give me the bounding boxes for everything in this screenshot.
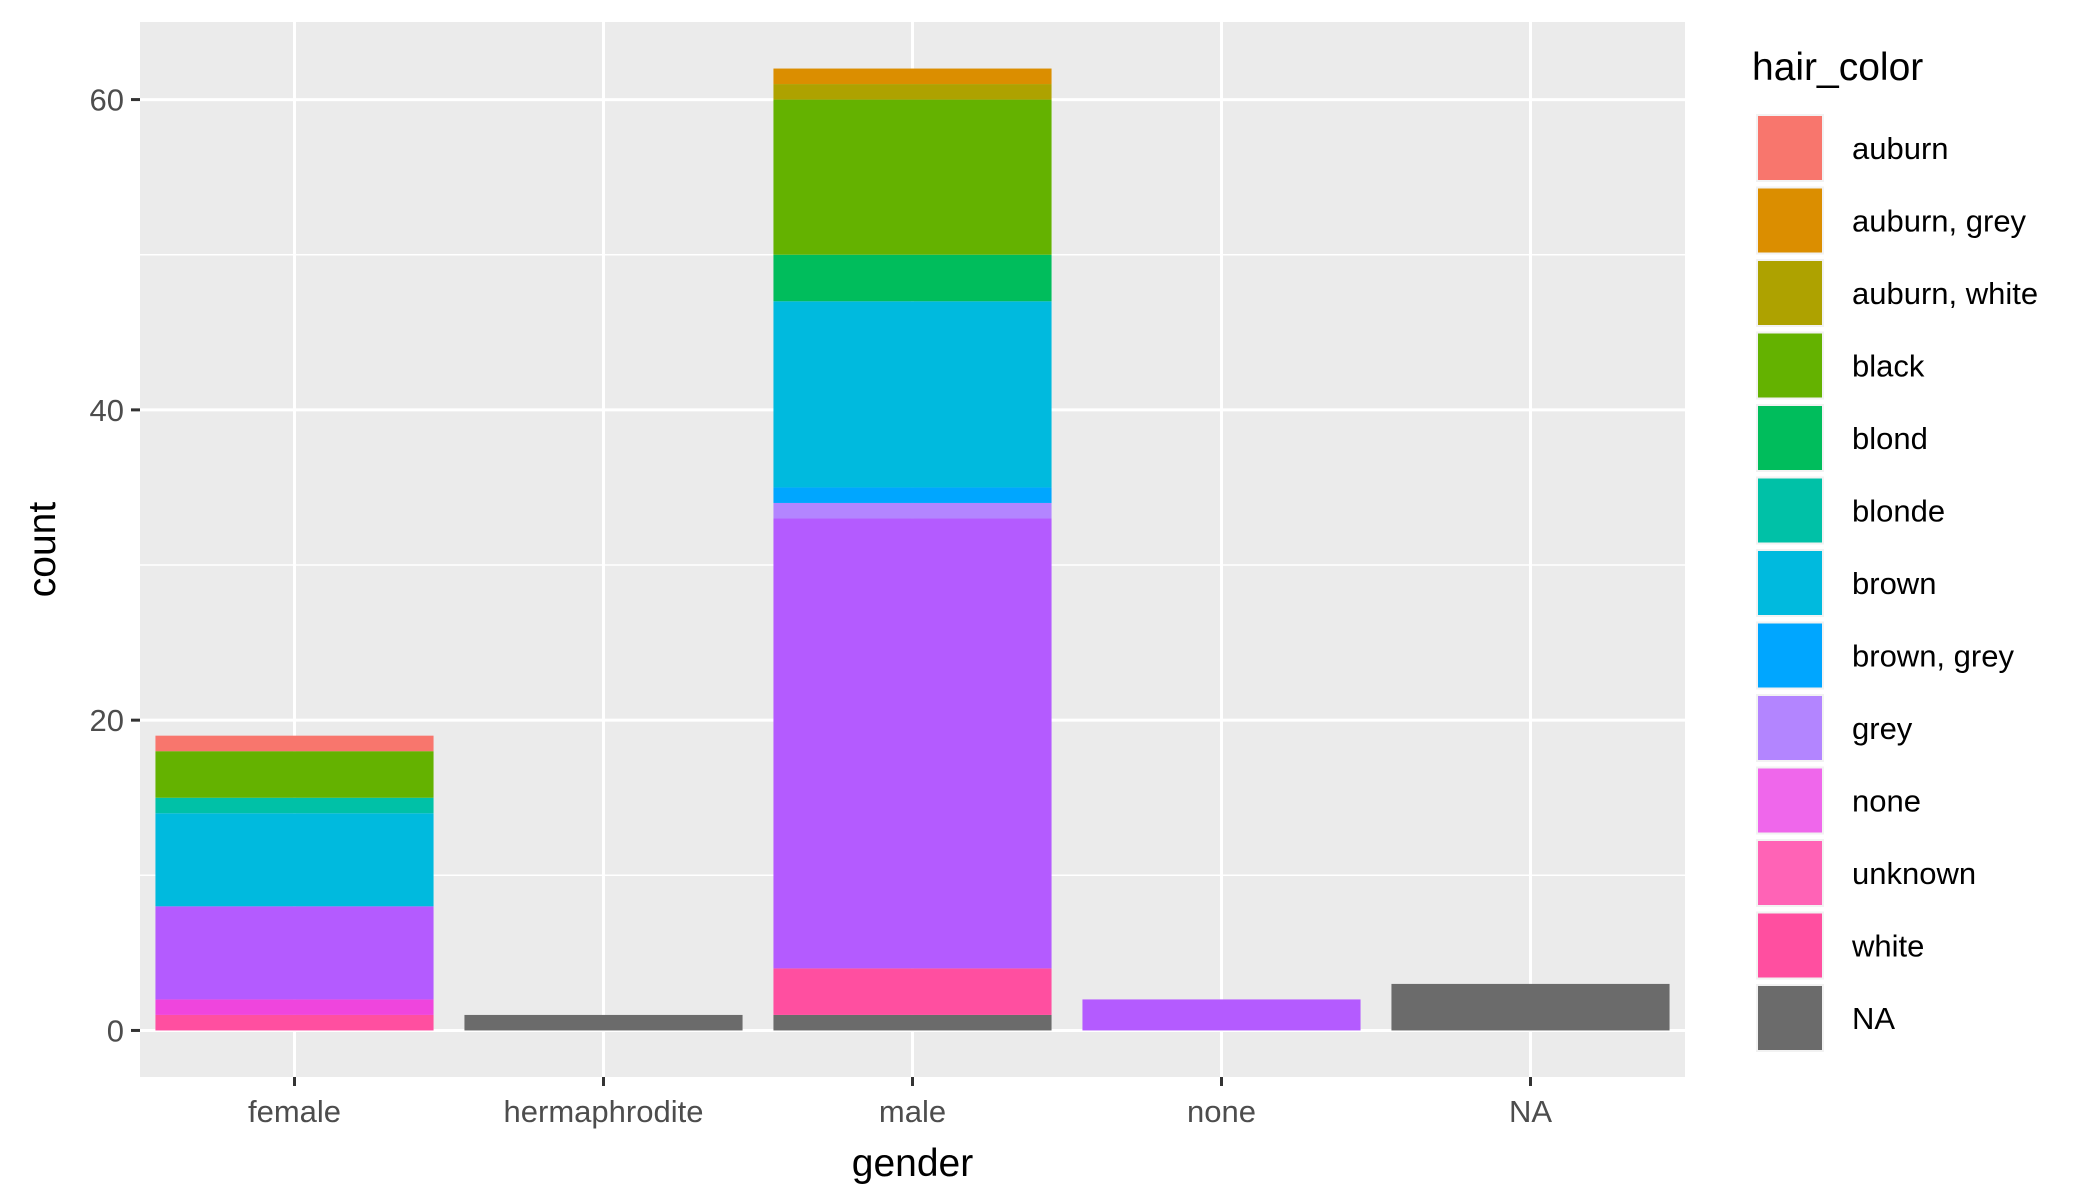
x-tick-label: none [1187,1094,1256,1129]
legend-label: brown [1852,566,1936,601]
bar-segment [155,906,434,1000]
bar-segment [155,1014,434,1031]
bar-segment [1391,983,1670,1031]
x-tick-label: female [248,1094,341,1129]
legend-swatch [1758,261,1822,325]
x-tick-label: male [879,1094,946,1129]
bar-segment [773,968,1052,1015]
bar-segment [155,999,434,1015]
legend-swatch [1758,188,1822,253]
legend-label: unknown [1852,856,1976,891]
bar-segment [773,68,1052,85]
x-axis-title: gender [852,1142,973,1185]
legend-label: NA [1852,1001,1895,1036]
bar-segment [155,813,434,907]
bar-segment [773,99,1052,255]
legend-swatch [1758,551,1822,615]
y-tick-label: 60 [90,83,124,118]
legend-label: none [1852,784,1921,819]
legend-label: black [1852,349,1925,384]
bar-segment [773,301,1052,488]
bar-segment [1082,999,1361,1031]
y-axis: 0 20 40 60 [90,83,140,1048]
y-tick-label: 0 [107,1013,124,1048]
bar-segment [773,487,1052,503]
bar-segment [464,1014,743,1031]
legend-swatch [1758,406,1822,470]
bar-segment [155,735,434,752]
x-tick-label: hermaphrodite [504,1094,704,1129]
legend-swatch [1758,623,1822,688]
legend-title: hair_color [1752,46,1923,89]
legend-swatch [1758,478,1822,543]
bar-segment [155,797,434,814]
bar-segment [773,254,1052,302]
legend-swatch [1758,116,1822,180]
y-tick-label: 40 [90,393,124,428]
legend-swatch [1758,696,1822,760]
legend-label: auburn, grey [1852,204,2027,239]
legend-label: auburn [1852,131,1949,166]
legend-label: auburn, white [1852,276,2038,311]
legend-swatch [1758,333,1822,398]
legend-label: blond [1852,421,1928,456]
legend-label: white [1851,929,1924,964]
bar-segment [773,1014,1052,1031]
bar-segment [773,518,1052,969]
bar-segment [773,502,1052,519]
legend-label: brown, grey [1852,639,2014,674]
legend: hair_color auburn auburn, grey auburn, whi… [1752,46,2038,1052]
legend-swatch [1758,913,1822,978]
legend-swatch [1758,768,1822,833]
bar-segment [773,84,1052,100]
legend-label: grey [1852,711,1913,746]
y-axis-title: count [21,502,64,598]
legend-label: blonde [1852,494,1945,529]
x-axis: female hermaphrodite male none NA [248,1077,1552,1129]
y-tick-label: 20 [90,703,124,738]
legend-swatch [1758,986,1822,1050]
legend-swatch [1758,841,1822,905]
bars [155,68,1670,1031]
bar-segment [155,751,434,798]
x-tick-label: NA [1509,1094,1552,1129]
